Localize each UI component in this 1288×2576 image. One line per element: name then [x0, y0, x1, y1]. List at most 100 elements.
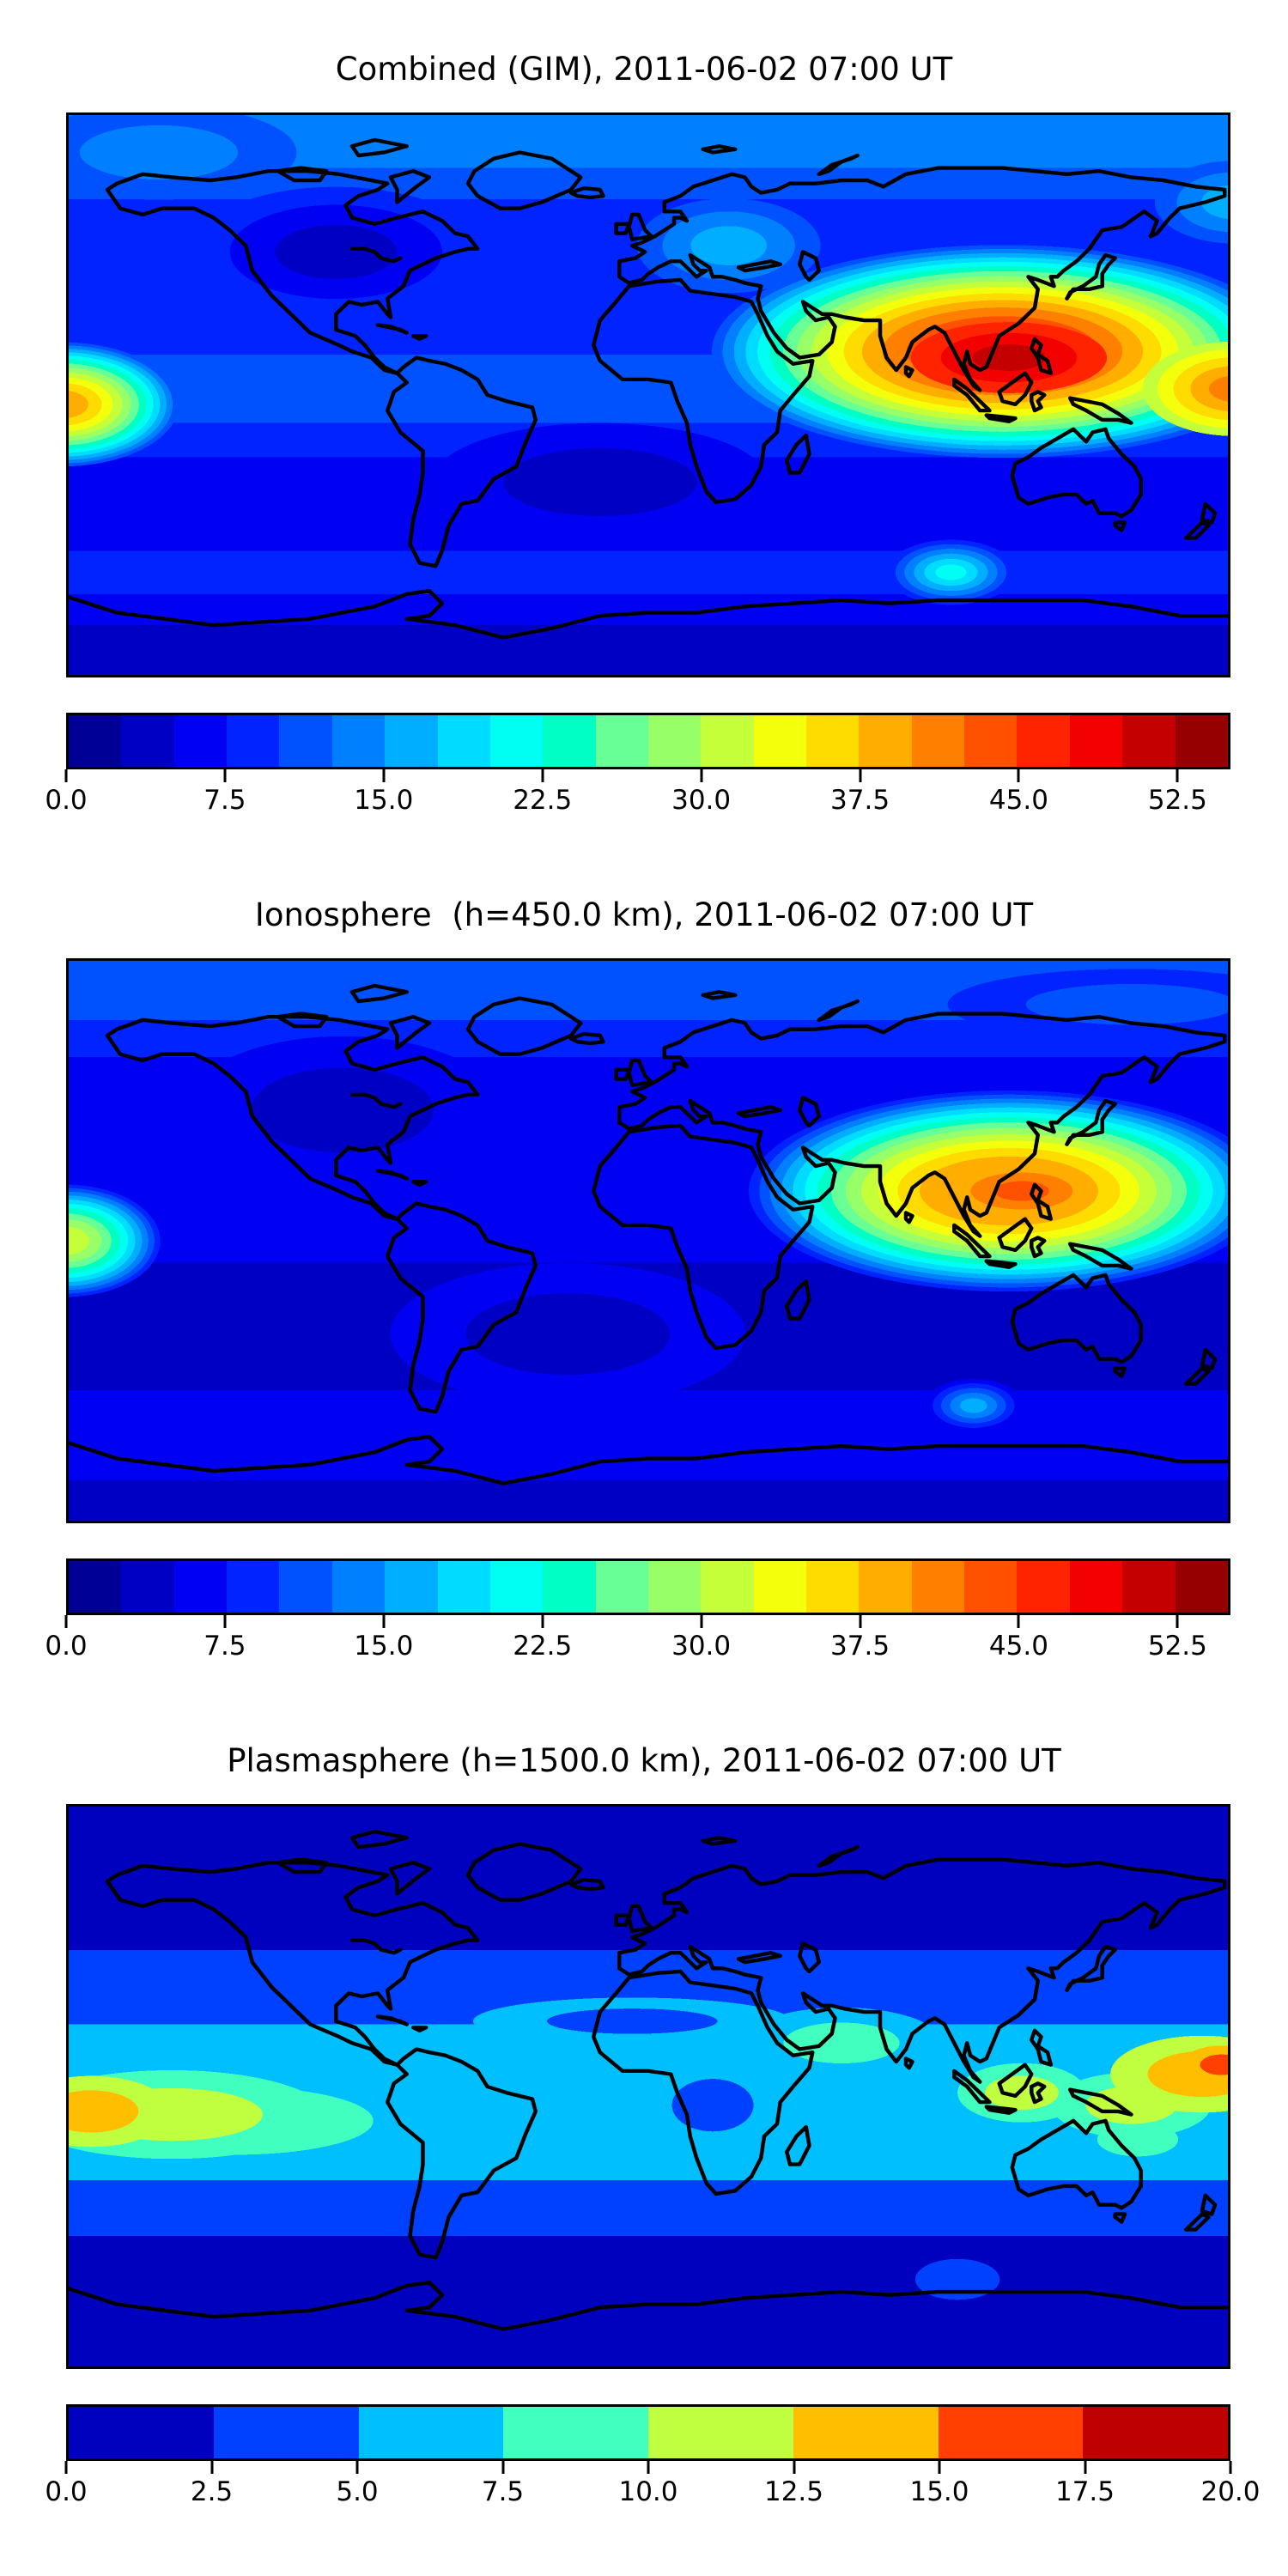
colorbar-tick-labels: 0.0 7.5 15.0 22.5 30.0 37.5 45.0 52.5 — [45, 1631, 1230, 1667]
colorbar-tick-label: 22.5 — [513, 785, 573, 816]
colorbar-segment — [1175, 715, 1228, 767]
colorbar-tick-label: 7.5 — [481, 2476, 525, 2507]
colorbar-tick-label: 7.5 — [204, 1631, 246, 1662]
colorbar-plasmasphere — [66, 2404, 1230, 2461]
colorbar-segment — [489, 715, 544, 767]
colorbar-tick — [938, 2461, 941, 2474]
colorbar-segment — [701, 1561, 754, 1613]
colorbar-ionosphere — [66, 1558, 1230, 1615]
panel-ionosphere: Ionosphere (h=450.0 km), 2011-06-02 07:0… — [0, 846, 1288, 1692]
colorbar-segment — [647, 715, 702, 767]
coastline-path — [69, 983, 1228, 1485]
colorbar-tick-label: 30.0 — [671, 785, 732, 816]
colorbar-segment — [595, 715, 648, 767]
colorbar-segment — [859, 1561, 912, 1613]
colorbar-segment — [69, 715, 122, 767]
colorbar-tick-label: 15.0 — [909, 2476, 969, 2507]
colorbar-segment — [437, 1561, 490, 1613]
panel-combined: Combined (GIM), 2011-06-02 07:00 UT 0.0 7… — [0, 0, 1288, 846]
panel-plasmasphere: Plasmasphere (h=1500.0 km), 2011-06-02 0… — [0, 1692, 1288, 2537]
colorbar-tick-label: 45.0 — [988, 785, 1048, 816]
colorbar-segment — [227, 1561, 280, 1613]
colorbar-tick — [64, 2461, 68, 2474]
map-plasmasphere — [66, 1804, 1230, 2369]
colorbar-tick — [793, 2461, 795, 2474]
colorbar-segment — [753, 715, 807, 767]
colorbar-tick-label: 22.5 — [513, 1631, 573, 1662]
colorbar-segment — [1017, 1561, 1070, 1613]
colorbar-segment — [331, 715, 386, 767]
colorbar-tick-label: 12.5 — [763, 2476, 824, 2507]
colorbar-tick-label: 7.5 — [204, 785, 246, 816]
colorbar-segment — [358, 2407, 504, 2458]
colorbar-tick-label: 10.0 — [618, 2476, 678, 2507]
colorbar-ticks — [64, 2461, 1232, 2475]
colorbar-segment — [911, 1561, 965, 1613]
coastlines-overlay — [69, 983, 1228, 1485]
colorbar-segment — [595, 1561, 648, 1613]
colorbar-tick-label: 0.0 — [45, 785, 88, 816]
colorbar-tick-label: 45.0 — [988, 1631, 1048, 1662]
colorbar-segment — [964, 1561, 1018, 1613]
colorbar-tick — [501, 2461, 504, 2474]
map-combined — [66, 112, 1230, 677]
colorbar-segment — [1122, 715, 1176, 767]
colorbar-segment — [227, 715, 280, 767]
colorbar-tick — [382, 769, 386, 782]
colorbar-segment — [213, 2407, 359, 2458]
colorbar-tick-label: 2.5 — [190, 2476, 234, 2507]
colorbar-tick — [1017, 1615, 1020, 1628]
map-ionosphere — [66, 958, 1230, 1523]
colorbar-tick — [210, 2461, 213, 2474]
colorbar-tick — [700, 1615, 703, 1628]
colorbar-tick-label: 20.0 — [1200, 2476, 1261, 2507]
colorbar-segment — [543, 1561, 596, 1613]
colorbar-tick — [64, 1615, 68, 1628]
colorbar-tick — [1017, 769, 1020, 782]
colorbar-segment — [503, 2407, 648, 2458]
colorbar-tick — [700, 769, 703, 782]
colorbar-tick — [859, 769, 862, 782]
colorbar-tick — [1176, 769, 1179, 782]
colorbar-segment — [701, 715, 754, 767]
colorbar-segment — [69, 1561, 122, 1613]
colorbar-tick-label: 15.0 — [354, 1631, 414, 1662]
colorbar-tick — [1229, 2461, 1232, 2474]
colorbar-tick-labels: 0.0 7.5 15.0 22.5 30.0 37.5 45.0 52.5 — [45, 785, 1230, 821]
panel-title-ionosphere: Ionosphere (h=450.0 km), 2011-06-02 07:0… — [254, 896, 1034, 933]
colorbar-tick — [859, 1615, 862, 1628]
colorbar-tick — [355, 2461, 359, 2474]
colorbar-segment — [173, 1561, 228, 1613]
colorbar-segment — [279, 715, 332, 767]
colorbar-segment — [121, 1561, 174, 1613]
colorbar-segment — [806, 715, 860, 767]
colorbar-segment — [911, 715, 965, 767]
colorbar-segment — [648, 2407, 793, 2458]
coastlines-overlay — [69, 1829, 1228, 2331]
colorbar-tick — [1176, 1615, 1179, 1628]
colorbar-segment — [1175, 1561, 1228, 1613]
colorbar-tick-label: 30.0 — [671, 1631, 732, 1662]
colorbar-tick-label: 37.5 — [830, 785, 890, 816]
colorbar-segment — [385, 1561, 438, 1613]
colorbar-tick-label: 17.5 — [1054, 2476, 1115, 2507]
colorbar-segment — [938, 2407, 1084, 2458]
colorbar-combined — [66, 713, 1230, 769]
colorbar-segment — [806, 1561, 860, 1613]
colorbar-tick — [541, 769, 544, 782]
colorbar-tick-labels: 0.0 2.5 5.0 7.5 10.0 12.5 15.0 17.5 20.0 — [45, 2476, 1260, 2512]
colorbar-tick — [541, 1615, 544, 1628]
panel-title-combined: Combined (GIM), 2011-06-02 07:00 UT — [335, 51, 953, 88]
colorbar-segment — [279, 1561, 332, 1613]
coastline-path — [69, 1829, 1228, 2331]
colorbar-tick — [223, 1615, 227, 1628]
colorbar-segment — [859, 715, 912, 767]
colorbar-tick-label: 37.5 — [830, 1631, 890, 1662]
colorbar-segment — [121, 715, 174, 767]
colorbar-segment — [1069, 715, 1123, 767]
colorbar-segment — [647, 1561, 702, 1613]
colorbar-ticks — [64, 769, 1230, 783]
colorbar-tick-label: 52.5 — [1147, 1631, 1207, 1662]
colorbar-segment — [173, 715, 228, 767]
